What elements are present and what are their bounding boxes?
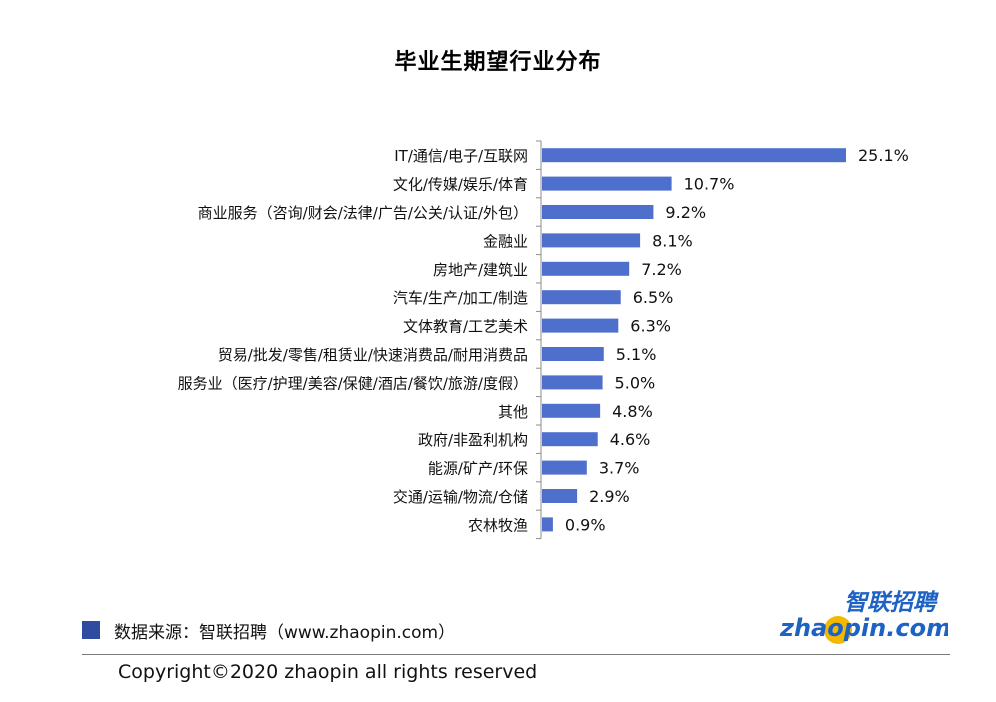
value-label: 6.3%: [630, 317, 671, 336]
bar: [542, 148, 846, 163]
logo-en-text: zhaopin.com: [779, 614, 948, 642]
category-label: 农林牧渔: [468, 516, 528, 534]
category-label: 金融业: [483, 232, 528, 250]
source-text: 数据来源：智联招聘（www.zhaopin.com）: [114, 623, 456, 643]
bar: [542, 460, 587, 475]
category-label: 能源/矿产/环保: [428, 460, 528, 478]
value-label: 0.9%: [565, 515, 606, 534]
value-label: 2.9%: [589, 487, 630, 506]
category-label: 服务业（医疗/护理/美容/保健/酒店/餐饮/旅游/度假）: [178, 374, 528, 392]
category-label: 文体教育/工艺美术: [403, 318, 528, 336]
category-label: 房地产/建筑业: [433, 261, 528, 279]
value-label: 8.1%: [652, 231, 693, 250]
category-label: IT/通信/电子/互联网: [394, 147, 528, 165]
zhaopin-logo: 智联招聘 zhaopin.com: [779, 590, 948, 644]
bar: [542, 403, 601, 418]
source-marker: [82, 621, 100, 639]
category-label: 其他: [498, 403, 528, 421]
copyright-text: Copyright©2020 zhaopin all rights reserv…: [118, 661, 538, 683]
bar: [542, 489, 578, 503]
category-label: 贸易/批发/零售/租赁业/快速消费品/耐用消费品: [218, 346, 528, 364]
bar: [542, 517, 553, 532]
value-label: 7.2%: [641, 260, 682, 279]
category-label: 文化/传媒/娱乐/体育: [393, 176, 528, 194]
bar: [542, 347, 604, 361]
bar: [542, 375, 603, 390]
category-label: 商业服务（咨询/财会/法律/广告/公关/认证/外包）: [198, 204, 528, 222]
chart-title: 毕业生期望行业分布: [394, 50, 602, 75]
logo-cn-text: 智联招聘: [844, 590, 939, 616]
value-label: 5.0%: [615, 373, 656, 392]
footer-divider: [82, 654, 950, 655]
value-label: 9.2%: [665, 203, 706, 222]
bar: [542, 205, 654, 219]
bar: [542, 261, 630, 276]
category-label: 交通/运输/物流/仓储: [393, 488, 528, 506]
value-label: 5.1%: [616, 345, 657, 364]
bar: [542, 233, 641, 248]
value-label: 25.1%: [858, 146, 909, 165]
value-label: 10.7%: [684, 175, 735, 194]
value-label: 4.8%: [612, 402, 653, 421]
bar: [542, 318, 619, 333]
category-label: 政府/非盈利机构: [418, 431, 528, 449]
value-label: 3.7%: [599, 459, 640, 478]
bar: [542, 176, 672, 191]
logo-dot: [824, 616, 852, 644]
value-label: 6.5%: [633, 288, 674, 307]
bar: [542, 432, 598, 447]
category-label: 汽车/生产/加工/制造: [393, 289, 528, 307]
value-label: 4.6%: [610, 430, 651, 449]
bar: [542, 290, 621, 305]
